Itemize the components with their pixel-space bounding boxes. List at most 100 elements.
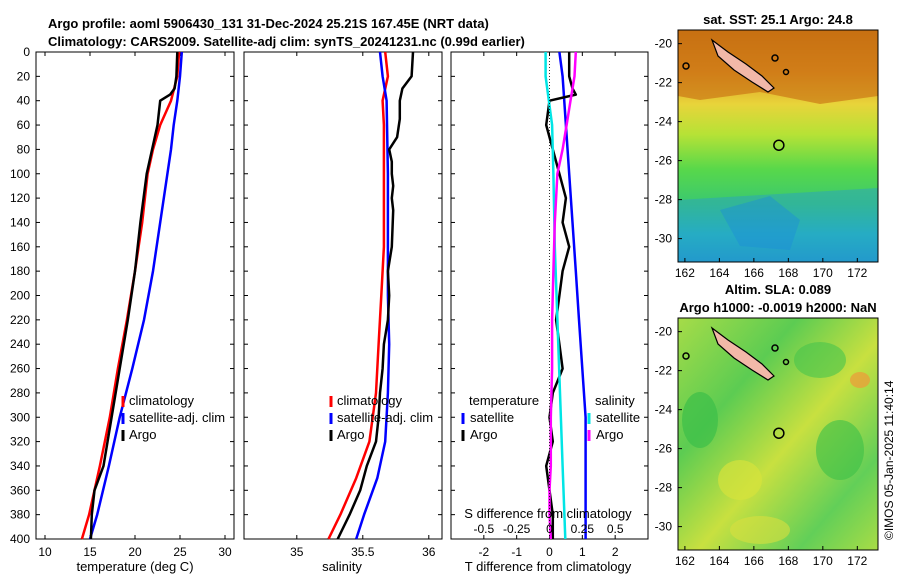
sla-patch [816, 420, 864, 480]
map-y-tick-label: -20 [655, 37, 673, 51]
depth-tick-label: 60 [17, 118, 31, 132]
depth-tick-label: 240 [10, 337, 30, 351]
island-outline [682, 352, 690, 360]
series-line-argo [89, 51, 179, 540]
depth-axis-labels: 0 20 40 60 80 100 120 140 160 180 200 220 240 260 280 3… [10, 45, 30, 546]
temperature-legend: climatology satellite-adj. clim Argo [121, 393, 225, 442]
map-x-tick-label: 170 [813, 554, 833, 568]
x-tick-label-top: -0.5 [473, 522, 494, 536]
map-y-tick-label: -28 [655, 481, 673, 495]
temperature-plot: 10 15 20 25 30 [36, 51, 234, 559]
map-y-tick-label: -26 [655, 154, 673, 168]
depth-tick-label: 340 [10, 459, 30, 473]
sst-warm-region [678, 30, 878, 104]
credit: ©IMOS 05-Jan-2025 11:40:14 [882, 380, 896, 540]
depth-tick-label: 180 [10, 264, 30, 278]
x-tick-label: 25 [173, 545, 187, 559]
map-y-tick-label: -30 [655, 232, 673, 246]
depth-tick-label: 200 [10, 289, 30, 303]
series-line-argo [336, 51, 415, 540]
difference-xlabel: T difference from climatology [465, 559, 632, 574]
sst-land [682, 38, 790, 93]
salinity-xlabel: salinity [322, 559, 362, 574]
map-y-tick-label: -20 [655, 325, 673, 339]
series-line-satellite-adj-clim [88, 51, 184, 540]
sla-patch [794, 342, 846, 378]
series-line-s-argo [548, 51, 578, 540]
island-outline [771, 54, 779, 62]
depth-tick-label: 320 [10, 435, 30, 449]
depth-tick-label: 0 [23, 45, 30, 59]
new-caledonia-island [710, 38, 775, 93]
map-x-tick-label: 172 [847, 266, 867, 280]
map-x-tick-label: 168 [778, 554, 798, 568]
salinity-plot: 35 35.5 36 [244, 51, 442, 559]
map-y-tick-label: -22 [655, 364, 673, 378]
legend-s-argo: Argo [596, 427, 623, 442]
x-tick-label: 35.5 [351, 545, 375, 559]
depth-tick-label: 380 [10, 508, 30, 522]
map-y-tick-label: -22 [655, 76, 673, 90]
depth-tick-label: 100 [10, 167, 30, 181]
legend-climatology: climatology [337, 393, 403, 408]
series-line-climatology [327, 51, 390, 540]
x-tick-label: -2 [478, 545, 489, 559]
island-outline [782, 68, 790, 76]
depth-tick-label: 80 [17, 142, 31, 156]
sla-land [682, 326, 790, 381]
sst-map-ticks: 162 164 166 168 170 172 -20 -22 -24 -26 -28 -30 [655, 37, 868, 280]
temperature-panel [35, 51, 235, 540]
map-x-tick-label: 170 [813, 266, 833, 280]
depth-tick-label: 220 [10, 313, 30, 327]
depth-tick-label: 40 [17, 94, 31, 108]
map-x-tick-label: 172 [847, 554, 867, 568]
series-line-s-satellite [544, 52, 567, 540]
depth-tick-label: 160 [10, 240, 30, 254]
sst-map-frame [677, 29, 879, 263]
series-line-t-satellite [558, 51, 587, 539]
salinity-legend: climatology satellite-adj. clim Argo [329, 393, 433, 442]
argo-position-marker [773, 427, 785, 439]
sla-patch [682, 392, 718, 448]
depth-tick-label: 120 [10, 191, 30, 205]
x-tick-label-top: -0.25 [503, 522, 531, 536]
sst-blue-patch [720, 196, 800, 250]
island-outline [682, 62, 690, 70]
sla-map-ticks: 162 164 166 168 170 172 -20 -22 -24 -26 -28 -30 [655, 325, 868, 568]
difference-plot: -2 -1 0 1 2 -0.5 -0.25 0 0.25 0.5 [451, 51, 648, 559]
x-tick-label: 0 [546, 545, 553, 559]
temperature-xlabel: temperature (deg C) [76, 559, 193, 574]
argo-position-marker [773, 139, 785, 151]
sla-patch [730, 516, 790, 544]
depth-tick-label: 300 [10, 410, 30, 424]
sst-map [678, 30, 878, 262]
sst-map-title: sat. SST: 25.1 Argo: 24.8 [703, 12, 853, 27]
map-x-tick-label: 162 [675, 266, 695, 280]
island-outline [782, 358, 790, 366]
x-tick-label: -1 [511, 545, 522, 559]
legend-satellite: satellite-adj. clim [337, 410, 433, 425]
x-tick-label: 1 [579, 545, 586, 559]
x-tick-label: 30 [218, 545, 232, 559]
sla-patch [850, 372, 870, 388]
depth-tick-label: 400 [10, 532, 30, 546]
x-tick-label: 20 [128, 545, 142, 559]
map-x-tick-label: 164 [709, 266, 729, 280]
depth-tick-label: 280 [10, 386, 30, 400]
sla-map-title-2: Argo h1000: -0.0019 h2000: NaN [679, 300, 876, 315]
sst-cool-region [678, 188, 878, 262]
legend-climatology: climatology [129, 393, 195, 408]
map-y-tick-label: -30 [655, 520, 673, 534]
x-tick-label-top: 0.5 [607, 522, 624, 536]
title-line-1: Argo profile: aoml 5906430_131 31-Dec-20… [48, 16, 489, 31]
sla-map-title-1: Altim. SLA: 0.089 [725, 282, 831, 297]
legend-argo: Argo [337, 427, 364, 442]
x-tick-label-top: 0 [546, 522, 553, 536]
difference-xlabel-top: S difference from climatology [464, 506, 632, 521]
map-y-tick-label: -26 [655, 442, 673, 456]
sla-map [678, 318, 878, 550]
map-x-tick-label: 166 [744, 554, 764, 568]
map-x-tick-label: 164 [709, 554, 729, 568]
legend-t-satellite: satellite [470, 410, 514, 425]
